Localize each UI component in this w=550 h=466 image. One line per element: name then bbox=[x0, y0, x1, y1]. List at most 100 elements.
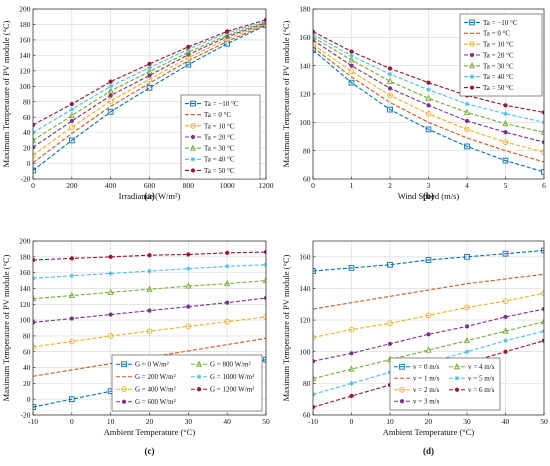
legend-label: Ta = 20 °C bbox=[204, 133, 235, 141]
series-line bbox=[313, 46, 544, 163]
y-tick-label: 100 bbox=[299, 118, 311, 127]
data-point bbox=[185, 266, 191, 272]
data-point bbox=[108, 271, 114, 276]
y-tick-label: 120 bbox=[299, 90, 311, 99]
legend-marker bbox=[454, 375, 460, 381]
data-point bbox=[503, 338, 508, 344]
data-point bbox=[146, 285, 153, 292]
data-point bbox=[387, 92, 393, 99]
data-point bbox=[502, 139, 509, 146]
legend-entry: Ta = −10 °C bbox=[464, 19, 518, 27]
data-point bbox=[425, 312, 432, 319]
series-5 bbox=[313, 33, 544, 135]
x-tick-label: 600 bbox=[144, 181, 156, 190]
data-point bbox=[541, 140, 544, 145]
legend-entry: Ta = −10 °C bbox=[185, 100, 239, 108]
legend-label: G = 600 W/m² bbox=[135, 398, 176, 406]
y-tick-label: 60 bbox=[303, 175, 311, 184]
data-point bbox=[224, 263, 230, 269]
x-tick-label: 10 bbox=[386, 417, 394, 426]
legend-marker bbox=[469, 74, 475, 80]
data-point bbox=[387, 66, 393, 71]
legend: v = 0 m/s v = 1 m/s v = 2 m/s v = 3 m/s v = … bbox=[389, 357, 501, 411]
legend-entry: v = 6 m/s bbox=[449, 386, 495, 394]
legend-entry: Ta = 10 °C bbox=[464, 41, 514, 49]
legend-label: v = 3 m/s bbox=[413, 398, 440, 406]
data-point bbox=[349, 380, 354, 386]
legend-label: Ta = 0 °C bbox=[483, 30, 510, 38]
x-tick-label: 30 bbox=[185, 417, 193, 426]
data-point bbox=[107, 288, 114, 295]
legend: Ta = −10 °C Ta = 0 °C Ta = 10 °C Ta = 20 °C… bbox=[459, 13, 543, 97]
x-tick-label: 800 bbox=[183, 181, 195, 190]
data-point bbox=[262, 276, 266, 283]
series-7 bbox=[313, 29, 544, 115]
legend-entry: v = 0 m/s bbox=[394, 363, 440, 371]
legend-label: G = 1000 W/m² bbox=[210, 373, 254, 381]
y-tick-label: 120 bbox=[19, 300, 31, 309]
y-tick-label: 160 bbox=[19, 36, 31, 45]
legend-label: v = 1 m/s bbox=[413, 375, 440, 383]
data-point bbox=[263, 295, 266, 301]
data-point bbox=[426, 80, 431, 85]
data-point bbox=[464, 143, 470, 150]
data-point bbox=[313, 33, 317, 40]
series-4 bbox=[313, 306, 544, 364]
data-point bbox=[224, 31, 231, 38]
legend-entry: Ta = 30 °C bbox=[464, 62, 514, 70]
legend-label: Ta = 40 °C bbox=[483, 73, 514, 81]
panel-caption: (b) bbox=[423, 191, 434, 201]
data-point bbox=[502, 250, 509, 257]
legend-entry: Ta = 10 °C bbox=[185, 122, 235, 130]
data-point bbox=[464, 253, 470, 260]
data-point bbox=[386, 77, 394, 84]
data-point bbox=[425, 110, 432, 117]
x-tick-label: 20 bbox=[425, 417, 433, 426]
series-line bbox=[33, 316, 266, 348]
data-point bbox=[313, 374, 317, 382]
x-tick-label: 50 bbox=[540, 417, 548, 426]
y-tick-label: 140 bbox=[19, 51, 31, 60]
data-point bbox=[186, 44, 191, 49]
legend-label: v = 0 m/s bbox=[413, 363, 440, 371]
data-point bbox=[107, 98, 114, 104]
y-tick-label: 180 bbox=[299, 5, 311, 14]
y-tick-label: 80 bbox=[303, 146, 311, 155]
legend-marker bbox=[196, 374, 202, 380]
data-point bbox=[541, 338, 544, 343]
data-point bbox=[185, 282, 192, 289]
y-tick-label: 140 bbox=[299, 61, 311, 70]
legend-label: Ta = 50 °C bbox=[204, 167, 235, 175]
x-tick-label: -10 bbox=[28, 417, 38, 426]
data-point bbox=[463, 336, 471, 344]
y-tick-label: 80 bbox=[23, 332, 31, 341]
data-point bbox=[426, 103, 431, 108]
x-tick-label: 50 bbox=[262, 417, 270, 426]
data-point bbox=[146, 84, 153, 91]
axes-frame bbox=[32, 8, 267, 180]
axes-frame bbox=[312, 8, 545, 180]
series-5 bbox=[313, 317, 544, 382]
panel-b: 0 1 2 3 4 5 6 60 80 100 120 140 160 180 Wind Speed (m/… bbox=[281, 5, 546, 201]
data-point bbox=[108, 83, 114, 89]
series-7 bbox=[33, 249, 266, 263]
series-2 bbox=[313, 46, 544, 163]
series-line bbox=[33, 280, 266, 300]
legend-marker bbox=[121, 386, 127, 393]
legend-marker bbox=[469, 19, 475, 26]
data-point bbox=[503, 314, 508, 320]
x-tick-label: 0 bbox=[311, 181, 315, 190]
legend-marker bbox=[121, 399, 127, 404]
legend-label: v = 4 m/s bbox=[468, 363, 495, 371]
series-4 bbox=[313, 38, 544, 145]
y-tick-label: 100 bbox=[19, 82, 31, 91]
legend-label: Ta = 20 °C bbox=[483, 51, 514, 59]
series-line bbox=[313, 43, 544, 153]
data-point bbox=[225, 250, 230, 255]
data-point bbox=[540, 128, 544, 135]
data-point bbox=[502, 157, 509, 164]
y-tick-label: 80 bbox=[23, 97, 31, 106]
legend: Ta = −10 °C Ta = 0 °C Ta = 10 °C Ta = 20 °C… bbox=[180, 94, 261, 180]
legend-entry: Ta = 20 °C bbox=[185, 133, 235, 141]
legend-label: G = 200 W/m² bbox=[135, 373, 176, 381]
